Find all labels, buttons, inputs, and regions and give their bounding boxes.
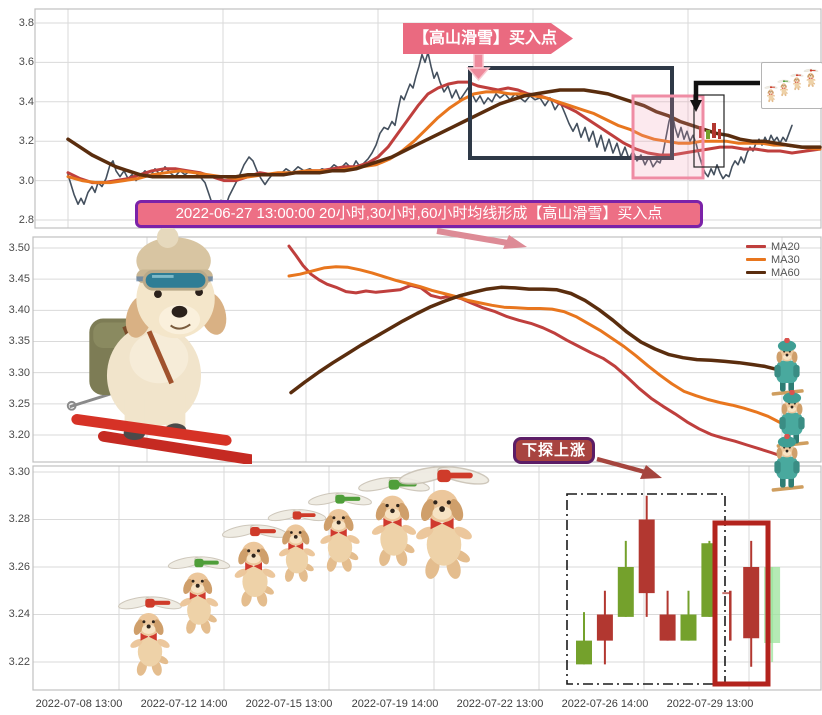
legend-label: MA60 <box>771 266 800 279</box>
flying-dog-7 <box>397 462 491 582</box>
xtick-6: 2022-07-26 14:00 <box>561 698 649 710</box>
legend-label: MA20 <box>771 240 800 253</box>
pink-highlight-box <box>631 94 705 180</box>
flying-dog-5 <box>307 489 373 574</box>
mini-candle-cluster <box>699 123 721 139</box>
red-highlight-box <box>712 520 771 687</box>
legend: MA20 MA30 MA60 <box>746 240 800 279</box>
flying-dog-1 <box>117 593 183 678</box>
p2-ytick: 3.45 <box>8 273 30 285</box>
p3-ytick: 3.24 <box>8 608 30 620</box>
thin-black-box <box>693 94 725 168</box>
p1-ytick: 3.0 <box>18 175 34 187</box>
p3-ytick: 3.22 <box>8 656 30 668</box>
ma30-swatch-icon <box>746 258 766 261</box>
banner-arrow-icon <box>436 228 527 249</box>
p1-ytick: 3.2 <box>18 135 34 147</box>
badge-arrow-icon <box>596 456 662 479</box>
flying-dog-6 <box>357 474 431 568</box>
elbow-arrow <box>690 80 760 112</box>
ribbon-down-arrow-icon <box>466 53 491 82</box>
legend-item-ma60[interactable]: MA60 <box>746 266 800 279</box>
p2-ytick: 3.40 <box>8 304 30 316</box>
event-banner: 2022-06-27 13:00:00 20小时,30小时,60小时均线形成【高… <box>135 200 703 228</box>
xtick-3: 2022-07-15 13:00 <box>245 698 333 710</box>
legend-item-ma20[interactable]: MA20 <box>746 240 800 253</box>
p1-ytick: 3.4 <box>18 96 34 108</box>
p3-ytick: 3.28 <box>8 513 30 525</box>
p2-ytick: 3.35 <box>8 335 30 347</box>
legend-label: MA30 <box>771 253 800 266</box>
p2-ytick: 3.30 <box>8 367 30 379</box>
p3-ytick: 3.30 <box>8 466 30 478</box>
buy-point-ribbon: 【高山滑雪】买入点 <box>403 23 573 54</box>
p1-ytick: 3.8 <box>18 17 34 29</box>
p1-ytick: 3.6 <box>18 56 34 68</box>
xtick-7: 2022-07-29 13:00 <box>666 698 754 710</box>
xtick-5: 2022-07-22 13:00 <box>456 698 544 710</box>
p1-ytick: 2.8 <box>18 214 34 226</box>
black-highlight-box <box>468 66 674 160</box>
p2-ytick: 3.25 <box>8 398 30 410</box>
xtick-2: 2022-07-12 14:00 <box>140 698 228 710</box>
p2-ytick: 3.20 <box>8 429 30 441</box>
dashdot-highlight-box <box>566 493 726 685</box>
small-ski-dog-1 <box>771 338 804 396</box>
ma20-swatch-icon <box>746 245 766 248</box>
skiing-dog-image <box>68 226 264 466</box>
p3-ytick: 3.26 <box>8 561 30 573</box>
flying-dog-3 <box>220 521 290 609</box>
probe-rise-badge: 下探上涨 <box>513 437 595 464</box>
legend-item-ma30[interactable]: MA30 <box>746 253 800 266</box>
flying-dog-2 <box>166 553 232 636</box>
p2-ytick: 3.50 <box>8 242 30 254</box>
flying-dog-4 <box>266 506 328 584</box>
xtick-1: 2022-07-08 13:00 <box>35 698 123 710</box>
xtick-4: 2022-07-19 14:00 <box>351 698 439 710</box>
mini-dogs-thumbnail <box>761 62 822 109</box>
ma60-swatch-icon <box>746 271 766 274</box>
